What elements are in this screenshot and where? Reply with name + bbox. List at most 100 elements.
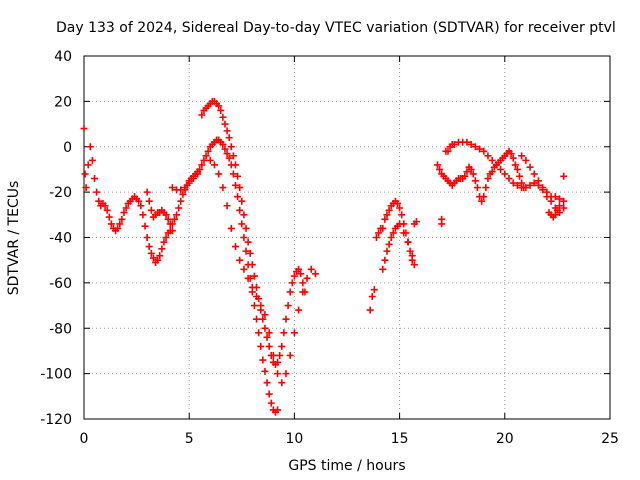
data-point (509, 179, 517, 187)
data-point (149, 254, 157, 262)
data-point (257, 302, 265, 310)
data-point (240, 234, 248, 241)
data-point (219, 113, 227, 121)
data-point (469, 170, 477, 178)
data-point (116, 220, 124, 228)
data-point (286, 288, 294, 296)
data-point (139, 211, 147, 219)
data-point (274, 406, 282, 414)
data-point (240, 211, 248, 219)
series-arc-8 (438, 138, 568, 228)
data-point (240, 265, 248, 273)
data-point (231, 181, 239, 189)
data-point (463, 138, 471, 146)
data-point (177, 186, 185, 194)
data-point (181, 184, 189, 192)
data-point (543, 188, 551, 196)
y-tick-label: -80 (49, 321, 72, 337)
data-point (484, 175, 492, 183)
data-point (160, 238, 168, 246)
data-point (95, 197, 103, 205)
data-point (400, 229, 408, 237)
data-point (530, 170, 538, 178)
data-point (215, 102, 223, 110)
data-point (185, 179, 193, 187)
data-point (219, 140, 227, 148)
data-point (93, 188, 101, 196)
data-point (261, 367, 269, 375)
data-point (175, 204, 183, 212)
data-point (145, 243, 153, 251)
data-point (463, 168, 471, 176)
data-point (147, 206, 155, 214)
data-point (103, 206, 111, 214)
data-point (242, 247, 250, 255)
data-point (295, 265, 303, 273)
data-point (509, 154, 517, 162)
data-point (158, 245, 166, 253)
data-point (560, 204, 568, 212)
data-point (223, 127, 231, 135)
data-point (265, 329, 273, 337)
data-point (154, 256, 162, 264)
data-point (290, 329, 298, 337)
axis-ticks: 0 5 10 15 20 25 -120 -100 -80 -60 -40 -20 0 20 40 (40, 49, 619, 447)
data-point (303, 274, 311, 282)
data-point (551, 211, 559, 219)
data-point (444, 147, 452, 155)
data-point (261, 324, 269, 332)
data-point (221, 120, 229, 128)
data-point (299, 288, 307, 296)
series-arc-3 (168, 97, 309, 369)
x-tick-label: 5 (185, 431, 194, 447)
data-point (379, 224, 387, 232)
data-point (231, 243, 239, 251)
data-point (177, 197, 185, 205)
series-arc-9 (518, 152, 568, 221)
data-point (147, 249, 155, 257)
data-point (236, 256, 244, 264)
data-point (114, 224, 122, 232)
data-point (385, 240, 393, 248)
data-point (526, 163, 534, 171)
data-point (82, 184, 90, 192)
data-point (234, 193, 242, 201)
data-point (476, 145, 484, 153)
data-point (375, 229, 383, 237)
data-point (168, 184, 176, 192)
data-point (297, 270, 305, 278)
data-point (143, 188, 151, 196)
data-point (137, 202, 145, 210)
x-tick-label: 25 (601, 431, 619, 447)
data-point (396, 220, 404, 228)
data-point (438, 220, 446, 228)
y-tick-label: -40 (49, 231, 72, 247)
data-point (265, 342, 273, 350)
data-point (179, 190, 187, 198)
data-point (267, 399, 275, 407)
data-point (80, 125, 88, 133)
data-point (236, 206, 244, 214)
data-point (250, 272, 258, 280)
data-point (379, 265, 387, 273)
data-point (250, 302, 258, 310)
data-point (450, 140, 458, 148)
data-point (480, 193, 488, 201)
y-tick-label: 20 (54, 94, 72, 110)
data-point (248, 283, 256, 291)
data-point (141, 222, 149, 230)
data-point (505, 175, 513, 183)
data-point (482, 184, 490, 192)
data-point (242, 224, 250, 232)
data-point (553, 206, 561, 214)
data-point (118, 215, 126, 223)
data-point (274, 358, 282, 366)
data-point (255, 329, 263, 337)
data-point (280, 329, 288, 337)
data-point (518, 152, 526, 160)
data-point (202, 152, 210, 160)
data-point (227, 224, 235, 232)
data-point (168, 227, 176, 235)
data-point (522, 156, 530, 164)
data-point (221, 145, 229, 153)
